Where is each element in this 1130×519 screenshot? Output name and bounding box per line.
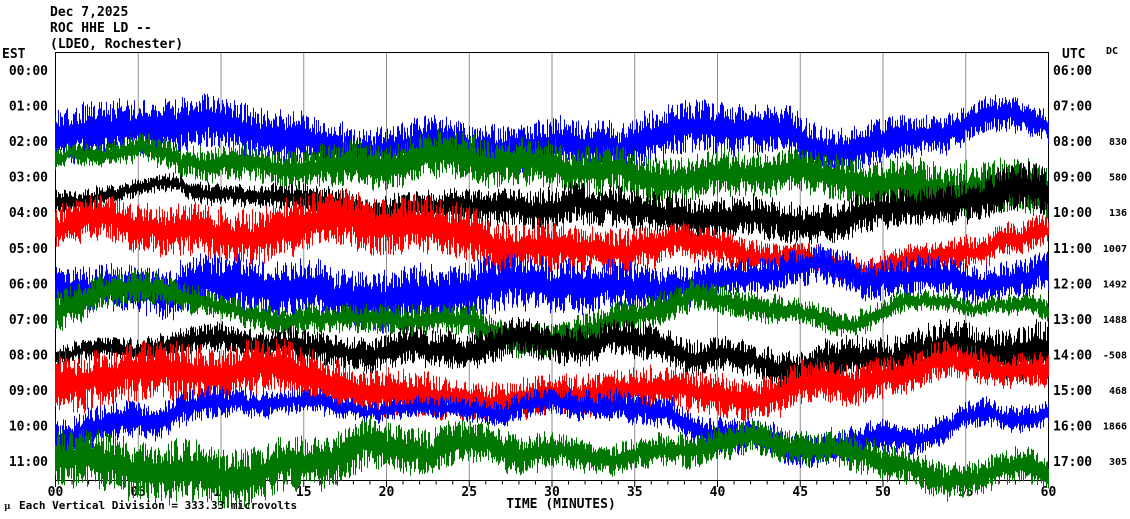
utc-hour-label-4: 10:00 [1053,206,1092,221]
dc-value-3: 580 [1109,173,1127,184]
utc-hour-label-10: 16:00 [1053,420,1092,435]
dc-value-8: -508 [1103,350,1127,361]
utc-hour-label-1: 07:00 [1053,100,1092,115]
trace-row-7-07:00 [55,268,1049,360]
utc-hour-label-5: 11:00 [1053,242,1092,257]
est-hour-label-10: 10:00 [9,420,48,435]
utc-hour-label-7: 13:00 [1053,313,1092,328]
est-hour-label-7: 07:00 [9,313,48,328]
utc-hour-label-11: 17:00 [1053,455,1092,470]
utc-hour-label-2: 08:00 [1053,135,1092,150]
x-tick-label-40: 40 [710,485,726,500]
dc-value-10: 1866 [1103,422,1127,433]
utc-hour-label-9: 15:00 [1053,384,1092,399]
trace-row-11-11:00 [55,416,1049,509]
trace-row-3-03:00 [55,128,1049,223]
x-axis-title: TIME (MINUTES) [506,497,616,512]
dc-value-7: 1488 [1103,315,1127,326]
dc-value-11: 305 [1109,457,1127,468]
x-tick-label-55: 55 [958,485,974,500]
header-date: Dec 7,2025 [50,5,129,20]
x-tick-label-35: 35 [627,485,643,500]
est-hour-label-1: 01:00 [9,100,48,115]
utc-hour-label-3: 09:00 [1053,171,1092,186]
trace-row-4-04:00 [55,161,1049,245]
x-tick-label-25: 25 [461,485,477,500]
est-hour-label-4: 04:00 [9,206,48,221]
est-hour-label-3: 03:00 [9,171,48,186]
scale-note: Each Vertical Division = 333.33 microvol… [19,499,298,512]
est-hour-label-11: 11:00 [9,455,48,470]
x-tick-label-45: 45 [792,485,808,500]
dc-value-5: 1007 [1103,244,1127,255]
right-axis-title: UTC [1062,47,1085,62]
dc-value-2: 830 [1109,137,1127,148]
est-hour-label-5: 05:00 [9,242,48,257]
dc-value-9: 468 [1109,386,1127,397]
left-axis-title: EST [2,47,26,62]
est-hour-label-8: 08:00 [9,348,48,363]
utc-hour-label-6: 12:00 [1053,277,1092,292]
x-tick-label-00: 00 [48,485,64,500]
dc-value-6: 1492 [1103,279,1127,290]
x-tick-label-15: 15 [296,485,312,500]
x-tick-label-60: 60 [1041,485,1057,500]
dc-column-title: DC [1106,46,1118,57]
corner-mark: μ [4,502,11,512]
dc-value-4: 136 [1109,208,1127,219]
est-hour-label-0: 00:00 [9,64,48,79]
header-station-id: ROC HHE LD -- [50,21,152,36]
est-hour-label-6: 06:00 [9,277,48,292]
header-station-location: (LDEO, Rochester) [50,37,184,52]
x-tick-label-20: 20 [379,485,395,500]
x-tick-label-30: 30 [544,485,560,500]
est-hour-label-2: 02:00 [9,135,48,150]
est-hour-label-9: 09:00 [9,384,48,399]
utc-hour-label-0: 06:00 [1053,64,1092,79]
utc-hour-label-8: 14:00 [1053,348,1092,363]
x-tick-label-50: 50 [875,485,891,500]
